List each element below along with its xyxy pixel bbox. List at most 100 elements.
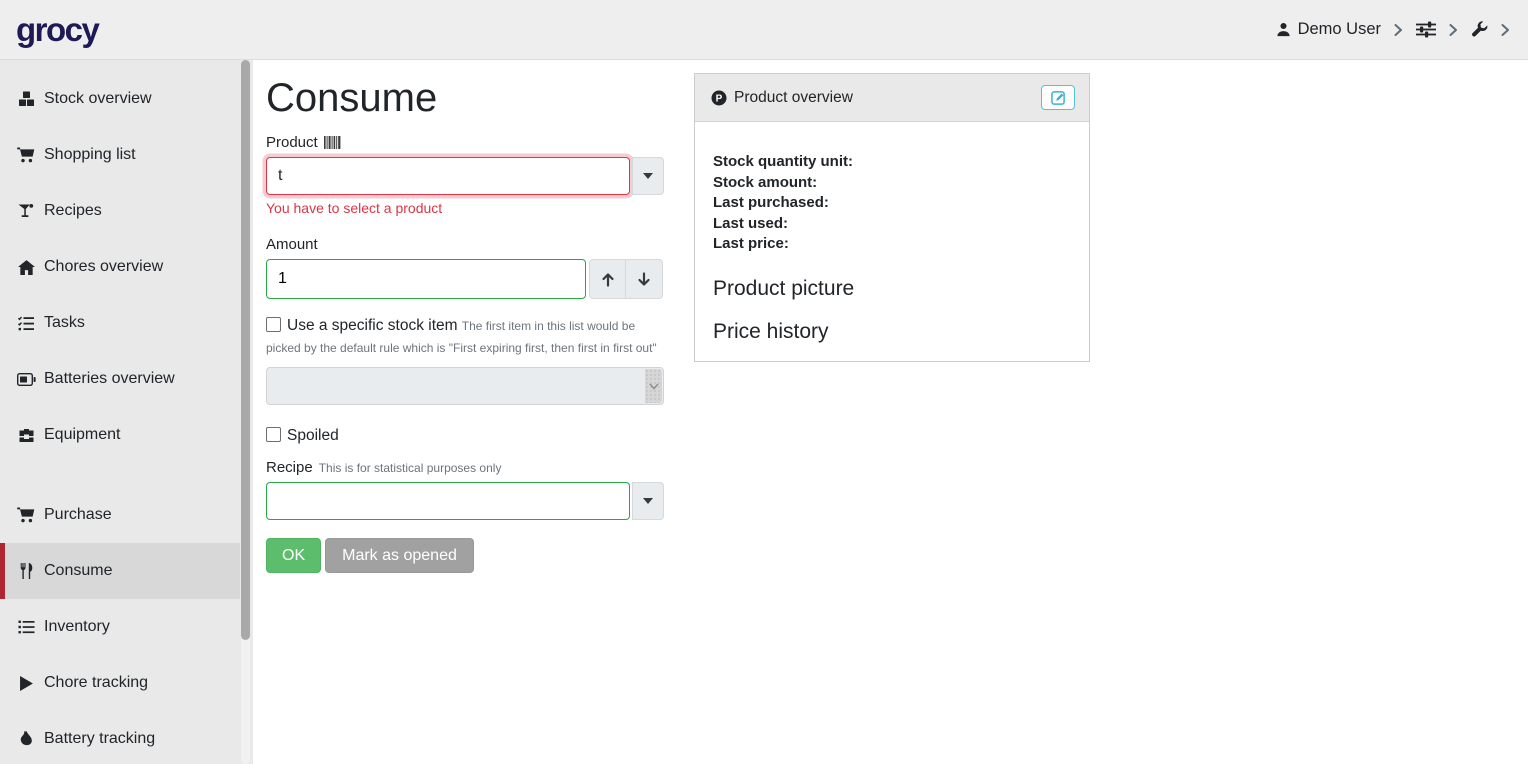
product-overview-header: P Product overview	[695, 74, 1089, 122]
specific-stock-item-checkbox[interactable]	[266, 317, 281, 332]
main-content: Consume Product You have to select a pro…	[253, 60, 1528, 764]
sidebar-item-battery-tracking[interactable]: Battery tracking	[0, 711, 253, 764]
user-icon	[1276, 22, 1291, 37]
sidebar-item-label: Batteries overview	[44, 370, 175, 387]
shopping-cart-icon	[16, 147, 36, 163]
form-buttons: OK Mark as opened	[266, 538, 664, 573]
wrench-icon	[1471, 21, 1488, 38]
caret-down-icon	[643, 498, 653, 504]
product-dropdown-button[interactable]	[632, 157, 664, 195]
shopping-cart-icon	[16, 507, 36, 523]
sidebar-item-label: Consume	[44, 562, 113, 579]
mark-as-opened-button[interactable]: Mark as opened	[325, 538, 474, 573]
sidebar-item-label: Recipes	[44, 202, 102, 219]
amount-increment-button[interactable]	[589, 259, 626, 299]
product-error-message: You have to select a product	[266, 200, 443, 216]
amount-label: Amount	[266, 236, 318, 253]
sidebar-item-label: Battery tracking	[44, 730, 156, 747]
last-purchased-label: Last purchased:	[713, 194, 829, 211]
product-input-group	[266, 157, 664, 195]
barcode-icon	[323, 136, 341, 149]
user-menu[interactable]: Demo User	[1276, 20, 1381, 39]
caret-down-icon	[643, 173, 653, 179]
sliders-icon	[1416, 21, 1436, 38]
arrow-up-icon	[601, 272, 615, 287]
product-circle-icon: P	[711, 90, 727, 106]
arrow-down-icon	[637, 271, 651, 287]
sidebar-item-shopping-list[interactable]: Shopping list	[0, 127, 253, 183]
boxes-icon	[16, 91, 36, 107]
amount-label-row: Amount	[266, 236, 664, 253]
last-price-label: Last price:	[713, 235, 789, 252]
sidebar-item-tasks[interactable]: Tasks	[0, 295, 253, 351]
sidebar-item-purchase[interactable]: Purchase	[0, 487, 253, 543]
sidebar-item-chore-tracking[interactable]: Chore tracking	[0, 655, 253, 711]
recipe-input-group	[266, 482, 664, 520]
spoiled-checkbox[interactable]	[266, 427, 281, 442]
list-icon	[16, 620, 36, 634]
product-label-row: Product	[266, 134, 664, 151]
amount-input[interactable]	[266, 259, 586, 299]
sidebar-item-label: Inventory	[44, 618, 110, 635]
edit-product-button[interactable]	[1041, 85, 1075, 110]
admin-menu[interactable]	[1471, 21, 1488, 38]
admin-menu-chevron-icon[interactable]	[1501, 23, 1510, 36]
cocktail-icon	[16, 203, 36, 219]
product-overview-title: Product overview	[734, 88, 853, 106]
recipe-note: This is for statistical purposes only	[318, 460, 502, 475]
recipe-label: Recipe	[266, 459, 313, 476]
ok-button[interactable]: OK	[266, 538, 322, 573]
sidebar-item-chores-overview[interactable]: Chores overview	[0, 239, 253, 295]
sidebar-item-stock-overview[interactable]: Stock overview	[0, 71, 253, 127]
price-history-heading: Price history	[713, 319, 829, 343]
stock-quantity-unit-label: Stock quantity unit:	[713, 153, 853, 170]
chevron-down-icon	[648, 382, 659, 390]
sidebar-scrollbar-thumb[interactable]	[241, 60, 250, 640]
edit-icon	[1050, 90, 1066, 105]
svg-text:P: P	[716, 93, 723, 104]
page-title: Consume	[266, 76, 438, 120]
settings-menu[interactable]	[1416, 21, 1436, 38]
product-picture-heading: Product picture	[713, 276, 855, 300]
sidebar-item-inventory[interactable]: Inventory	[0, 599, 253, 655]
sidebar-scrollbar	[241, 60, 250, 764]
sidebar-item-consume[interactable]: Consume	[0, 543, 240, 599]
battery-icon	[16, 372, 36, 386]
tasks-icon	[16, 316, 36, 331]
toolbox-icon	[16, 428, 36, 443]
sidebar-item-batteries-overview[interactable]: Batteries overview	[0, 351, 253, 407]
play-icon	[16, 675, 36, 691]
stock-amount-label: Stock amount:	[713, 173, 818, 191]
sidebar-item-label: Stock overview	[44, 90, 152, 107]
select-scroll-strip	[645, 369, 662, 403]
last-used-label: Last used:	[713, 214, 789, 232]
utensils-icon	[16, 563, 36, 579]
recipe-dropdown-button[interactable]	[632, 482, 664, 520]
specific-stock-item-row: Use a specific stock item The first item…	[266, 315, 664, 359]
sidebar-item-equipment[interactable]: Equipment	[0, 407, 253, 463]
recipe-input[interactable]	[266, 482, 630, 520]
specific-stock-item-note: The first item in this list would be pic…	[266, 319, 657, 355]
amount-input-group	[266, 259, 664, 299]
recipe-label-row: Recipe This is for statistical purposes …	[266, 459, 664, 476]
flame-icon	[16, 731, 36, 747]
settings-menu-chevron-icon[interactable]	[1449, 23, 1458, 36]
sidebar-item-label: Chore tracking	[44, 674, 149, 691]
user-name: Demo User	[1297, 20, 1381, 38]
header-actions: Demo User	[1276, 20, 1510, 39]
sidebar-item-label: Equipment	[44, 426, 121, 443]
home-icon	[16, 259, 36, 275]
user-menu-chevron-icon[interactable]	[1394, 23, 1403, 36]
grocy-logo[interactable]: grocy	[16, 11, 100, 48]
top-header: grocy Demo User	[0, 0, 1528, 60]
amount-decrement-button[interactable]	[626, 259, 663, 299]
product-input[interactable]	[266, 157, 630, 195]
product-label: Product	[266, 134, 318, 151]
product-overview-card: P Product overview Stock quantity unit: …	[694, 73, 1090, 362]
sidebar-item-recipes[interactable]: Recipes	[0, 183, 253, 239]
sidebar-nav: Stock overview Shopping list Recipes Cho…	[0, 60, 253, 764]
sidebar-item-label: Chores overview	[44, 258, 164, 275]
sidebar-item-label: Shopping list	[44, 146, 136, 163]
stock-item-select[interactable]	[266, 367, 664, 405]
consume-form: Consume Product You have to select a pro…	[266, 60, 664, 573]
